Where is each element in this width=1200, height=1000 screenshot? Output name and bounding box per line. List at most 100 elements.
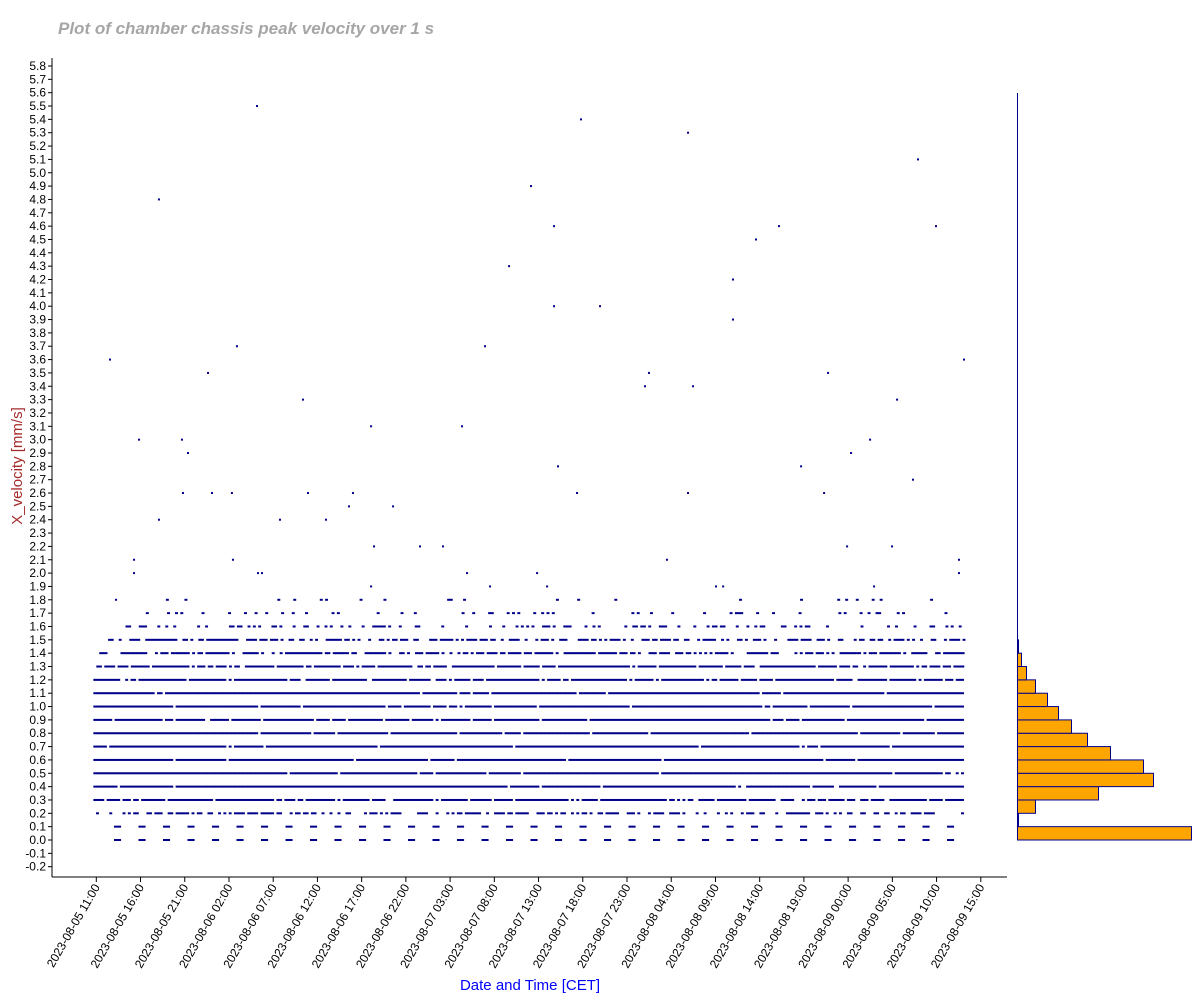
band-segment bbox=[953, 745, 957, 748]
band-segment bbox=[754, 692, 758, 695]
band-segment bbox=[573, 692, 577, 695]
band-segment bbox=[815, 718, 819, 721]
band-segment bbox=[467, 772, 471, 775]
band-segment bbox=[841, 772, 845, 775]
band-segment bbox=[682, 812, 686, 815]
band-segment bbox=[950, 678, 954, 681]
band-segment bbox=[145, 612, 149, 615]
band-segment bbox=[411, 772, 415, 775]
band-segment bbox=[594, 772, 598, 775]
band-segment bbox=[390, 772, 394, 775]
band-segment bbox=[385, 692, 389, 695]
band-segment bbox=[592, 772, 596, 775]
band-segment bbox=[417, 758, 421, 761]
band-segment bbox=[629, 692, 633, 695]
band-segment bbox=[531, 625, 535, 628]
band-segment bbox=[233, 678, 237, 681]
band-segment bbox=[157, 812, 160, 815]
band-segment bbox=[796, 758, 800, 761]
band-segment bbox=[695, 732, 699, 735]
band-segment bbox=[109, 718, 113, 721]
band-segment bbox=[226, 798, 229, 801]
band-segment bbox=[828, 798, 832, 801]
band-segment bbox=[685, 678, 689, 681]
band-segment bbox=[560, 718, 564, 721]
band-segment bbox=[767, 665, 771, 668]
band-segment bbox=[456, 745, 460, 748]
band-segment bbox=[186, 812, 190, 815]
band-segment bbox=[655, 718, 659, 721]
band-segment bbox=[619, 665, 622, 668]
band-segment bbox=[292, 625, 296, 628]
band-segment bbox=[804, 665, 808, 668]
band-segment bbox=[953, 692, 957, 695]
band-segment bbox=[301, 638, 305, 641]
band-segment bbox=[448, 705, 452, 708]
band-segment bbox=[823, 678, 827, 681]
band-segment bbox=[133, 772, 137, 775]
band-segment bbox=[261, 652, 265, 655]
band-segment bbox=[555, 692, 559, 695]
band-segment bbox=[857, 785, 861, 788]
band-segment bbox=[844, 652, 848, 655]
band-segment bbox=[751, 665, 755, 668]
band-segment bbox=[591, 638, 594, 641]
band-segment bbox=[486, 798, 490, 801]
band-segment bbox=[751, 798, 755, 801]
band-segment bbox=[724, 732, 728, 735]
band-segment bbox=[530, 825, 538, 828]
band-segment bbox=[560, 785, 564, 788]
band-segment bbox=[175, 758, 179, 761]
band-segment bbox=[910, 812, 914, 815]
band-segment bbox=[579, 825, 587, 828]
band-segment bbox=[831, 692, 834, 695]
band-segment bbox=[730, 718, 734, 721]
band-segment bbox=[870, 772, 874, 775]
band-segment bbox=[239, 692, 243, 695]
band-segment bbox=[945, 798, 949, 801]
band-segment bbox=[897, 665, 901, 668]
band-segment bbox=[109, 678, 113, 681]
band-segment bbox=[186, 652, 190, 655]
band-segment bbox=[120, 652, 124, 655]
band-segment bbox=[326, 692, 330, 695]
band-segment bbox=[792, 638, 796, 641]
band-segment bbox=[918, 692, 922, 695]
data-point bbox=[800, 465, 803, 468]
band-segment bbox=[537, 652, 541, 655]
band-segment bbox=[812, 678, 816, 681]
band-segment bbox=[647, 798, 651, 801]
band-segment bbox=[679, 718, 683, 721]
band-segment bbox=[762, 665, 766, 668]
band-segment bbox=[226, 772, 229, 775]
band-segment bbox=[961, 812, 964, 815]
band-segment bbox=[706, 718, 710, 721]
band-segment bbox=[454, 705, 458, 708]
band-segment bbox=[523, 665, 527, 668]
band-segment bbox=[111, 732, 115, 735]
band-segment bbox=[876, 732, 880, 735]
band-segment bbox=[605, 745, 609, 748]
band-segment bbox=[837, 638, 841, 641]
band-segment bbox=[724, 745, 728, 748]
band-segment bbox=[343, 665, 347, 668]
band-segment bbox=[884, 718, 888, 721]
band-segment bbox=[454, 785, 458, 788]
band-segment bbox=[178, 692, 182, 695]
band-segment bbox=[348, 718, 352, 721]
band-segment bbox=[881, 732, 885, 735]
band-segment bbox=[98, 758, 102, 761]
band-segment bbox=[496, 705, 500, 708]
band-segment bbox=[536, 758, 540, 761]
band-segment bbox=[504, 705, 508, 708]
band-segment bbox=[658, 705, 662, 708]
band-segment bbox=[478, 665, 482, 668]
band-segment bbox=[154, 812, 158, 815]
band-segment bbox=[661, 772, 665, 775]
band-segment bbox=[356, 665, 360, 668]
band-segment bbox=[119, 758, 123, 761]
band-segment bbox=[228, 772, 232, 775]
band-segment bbox=[259, 638, 263, 641]
band-segment bbox=[918, 718, 922, 721]
band-segment bbox=[178, 745, 182, 748]
